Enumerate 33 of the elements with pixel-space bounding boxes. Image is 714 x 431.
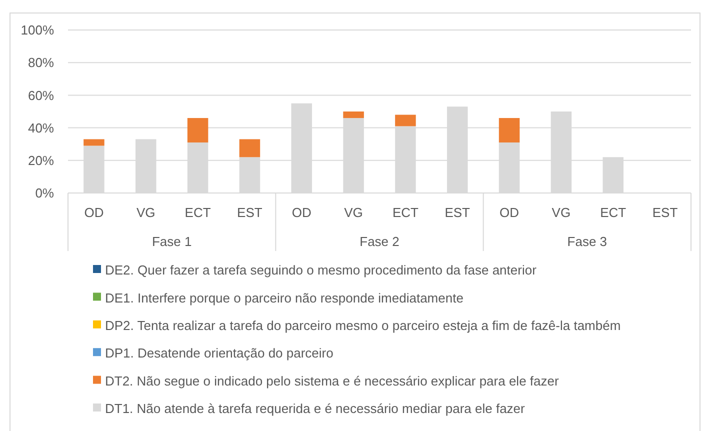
y-tick-label: 20% [28, 152, 54, 168]
x-tick-label: OD [84, 205, 104, 220]
y-tick-label: 100% [20, 22, 54, 38]
x-tick-label: OD [292, 205, 312, 220]
text: Fase 3 [567, 234, 608, 249]
text: Fase 2 [360, 234, 400, 249]
legend-label: DE1. Interfere porque o parceiro não responde imediatamente [105, 290, 464, 306]
legend-label: DE2. Quer fazer a tarefa seguindo o mesmo procedimento da fase anterior [105, 262, 538, 278]
legend-label: DT2. Não segue o indicado pelo sistema e é necessário explicar para ele fazer [105, 373, 560, 388]
x-tick-label: VG [344, 205, 363, 220]
y-tick-label: 0% [35, 186, 54, 201]
x-tick-label: ECT [392, 205, 419, 220]
y-tick-label: 40% [28, 120, 54, 136]
bar [498, 118, 520, 142]
text: Fase 1 [152, 234, 192, 249]
y-tick-label: 80% [28, 55, 54, 70]
x-tick-label: ECT [184, 205, 211, 220]
x-tick-label: OD [500, 205, 520, 220]
x-tick-label: VG [552, 205, 571, 220]
legend-label: DP1. Desatende orientação do parceiro [105, 346, 334, 361]
bar [84, 139, 104, 146]
x-tick-label: EST [444, 205, 470, 220]
bar [395, 114, 416, 126]
y-tick-label: 60% [28, 88, 54, 103]
x-tick-label: EST [237, 205, 262, 220]
x-tick-label: VG [136, 205, 156, 220]
bar [239, 139, 260, 158]
legend-label: DT1. Não atende à tarefa requerida e é necessário mediar para ele fazer [105, 401, 526, 416]
legend-label: DP2. Tenta realizar a tarefa do parceiro mesmo o parceiro esteja a fim de fazê-la também [105, 318, 621, 333]
bar [343, 112, 364, 118]
bar [187, 118, 208, 142]
x-tick-label: EST [652, 205, 678, 220]
x-tick-label: ECT [600, 205, 626, 220]
